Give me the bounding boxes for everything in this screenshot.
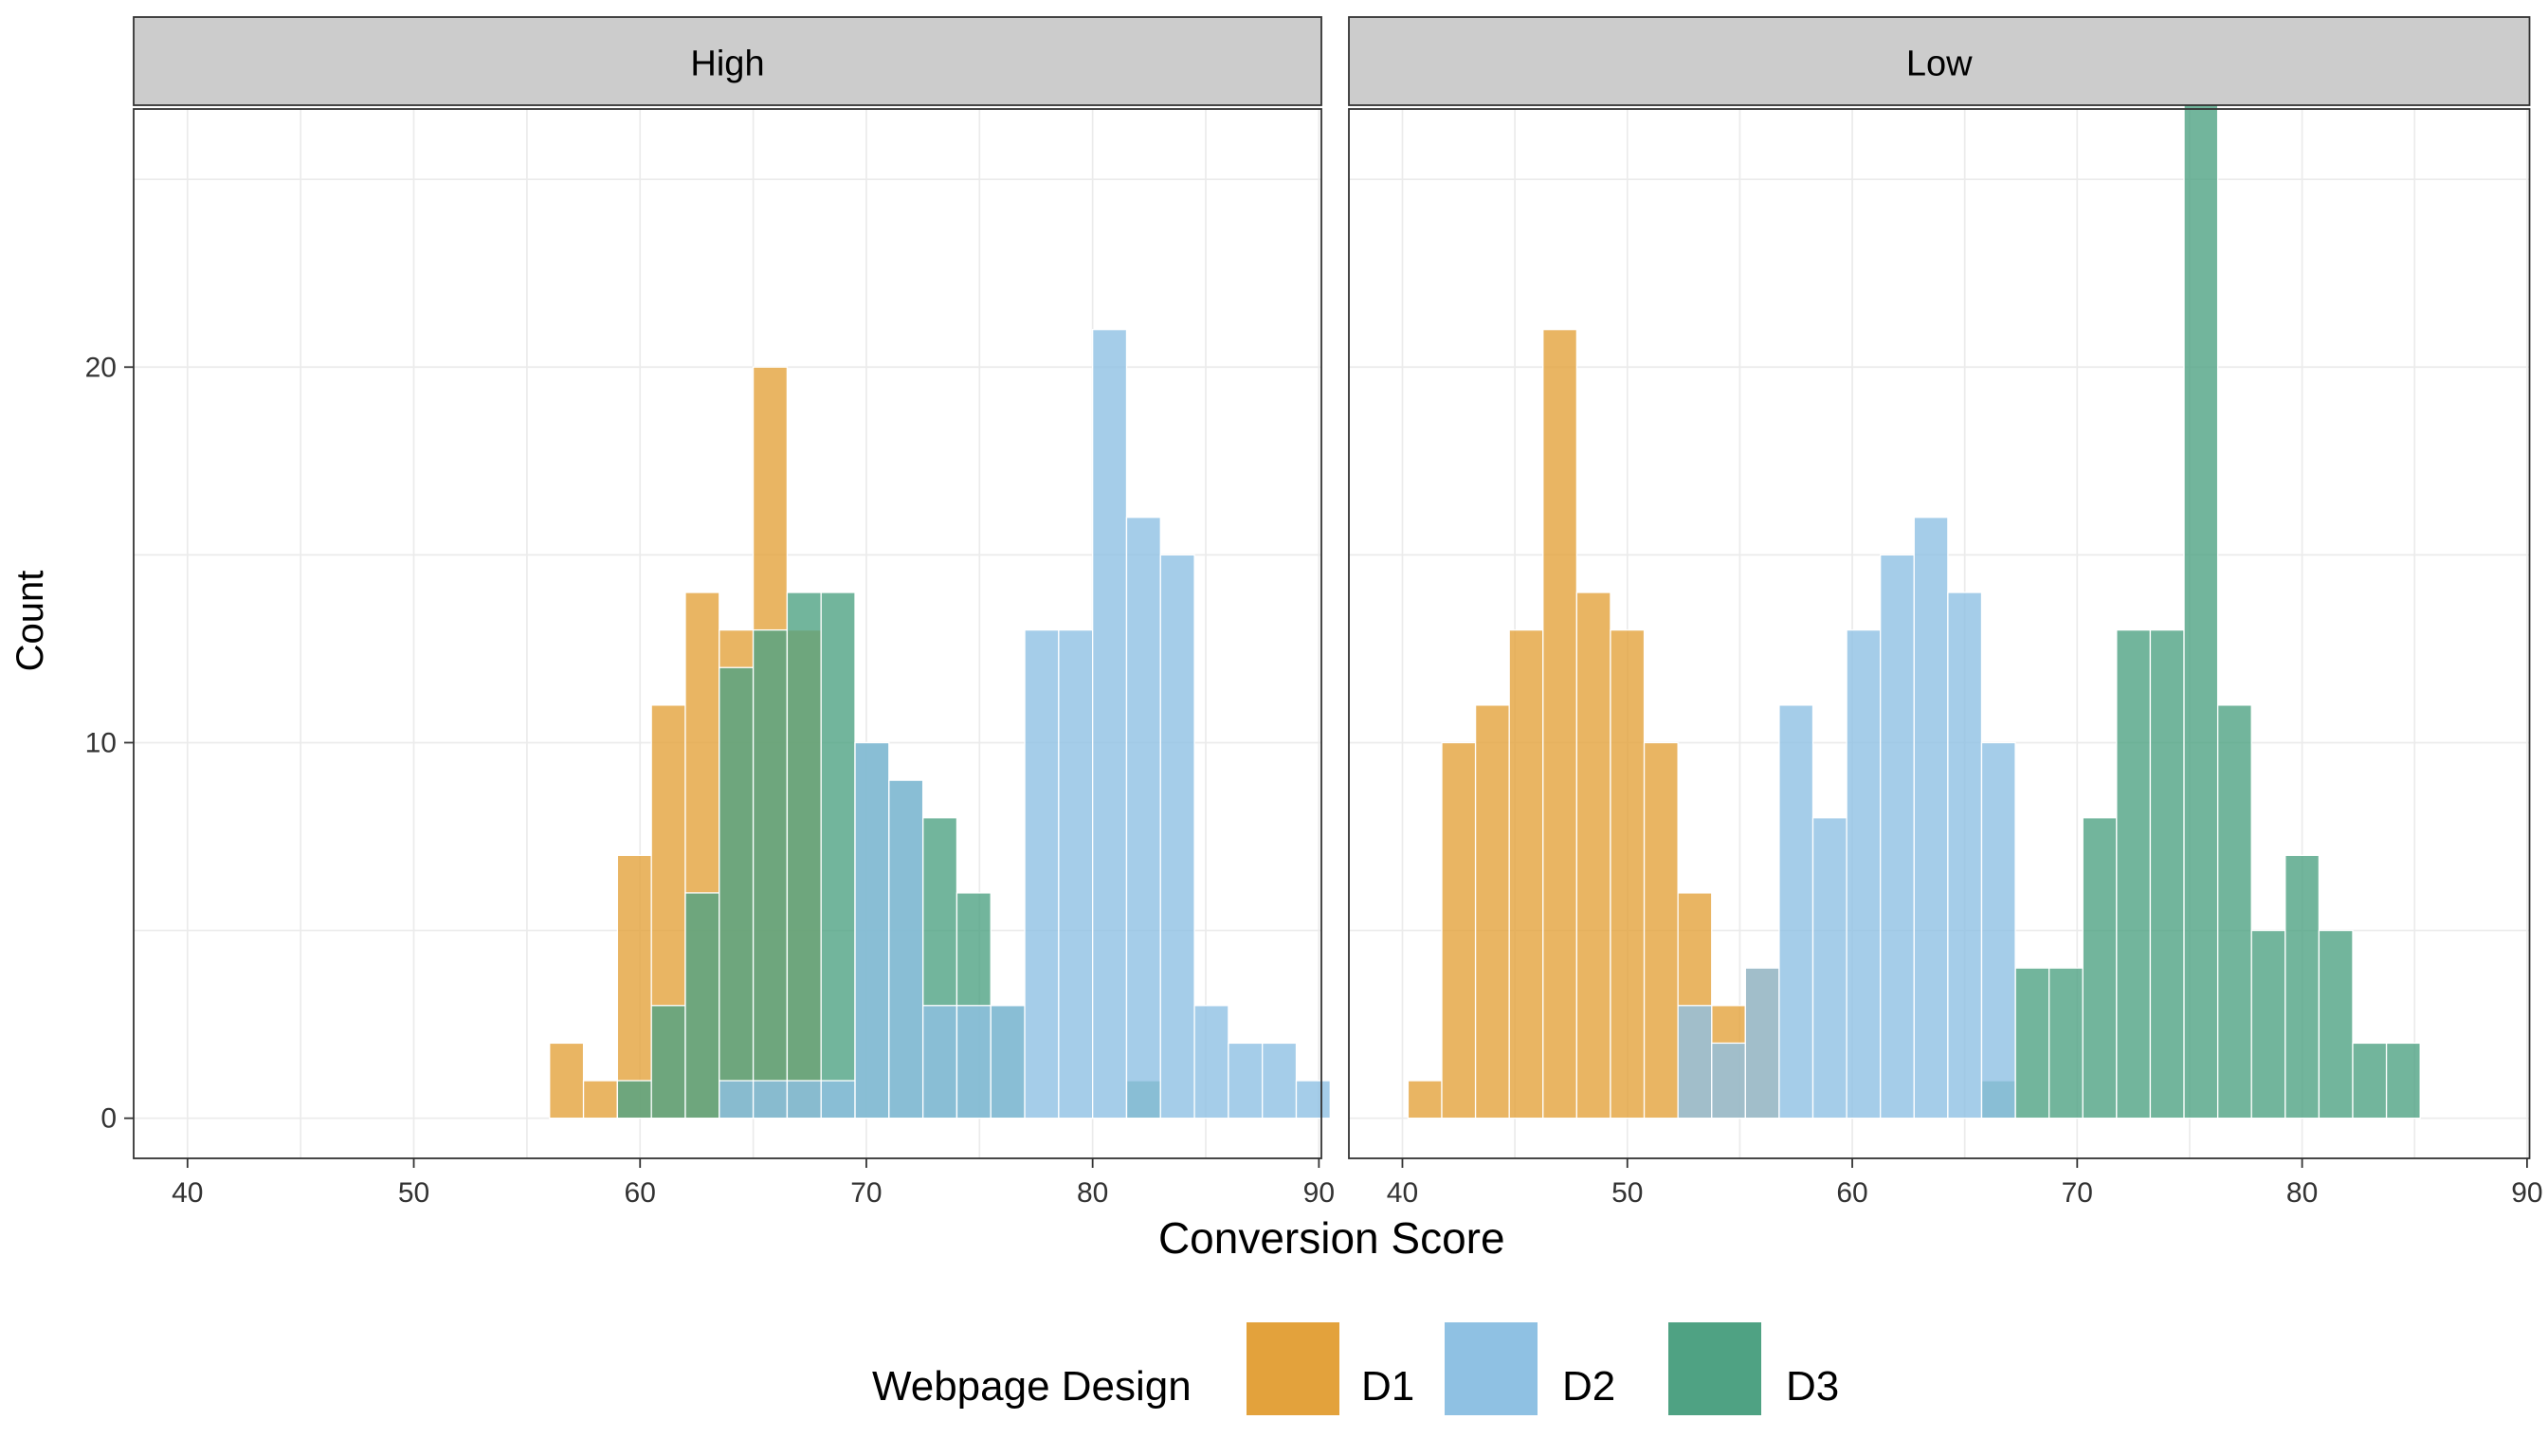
svg-text:60: 60 [1836, 1177, 1867, 1209]
svg-text:Conversion Score: Conversion Score [1158, 1213, 1505, 1263]
svg-text:Low: Low [1906, 45, 1973, 84]
svg-text:50: 50 [1611, 1177, 1643, 1209]
svg-text:70: 70 [850, 1177, 882, 1209]
svg-text:D3: D3 [1786, 1363, 1839, 1410]
svg-text:0: 0 [100, 1103, 117, 1135]
svg-text:50: 50 [398, 1177, 429, 1209]
svg-text:90: 90 [1303, 1177, 1335, 1209]
svg-text:D1: D1 [1361, 1363, 1414, 1410]
svg-text:80: 80 [1077, 1177, 1108, 1209]
svg-text:Count: Count [9, 571, 51, 672]
svg-text:High: High [690, 45, 764, 84]
svg-text:70: 70 [2062, 1177, 2093, 1209]
svg-text:90: 90 [2511, 1177, 2542, 1209]
svg-text:40: 40 [1387, 1177, 1418, 1209]
svg-text:20: 20 [85, 352, 117, 383]
svg-text:Webpage Design: Webpage Design [872, 1363, 1192, 1410]
svg-text:80: 80 [2286, 1177, 2318, 1209]
svg-text:D2: D2 [1562, 1363, 1615, 1410]
svg-text:40: 40 [172, 1177, 203, 1209]
svg-text:10: 10 [85, 727, 117, 758]
svg-text:60: 60 [625, 1177, 656, 1209]
